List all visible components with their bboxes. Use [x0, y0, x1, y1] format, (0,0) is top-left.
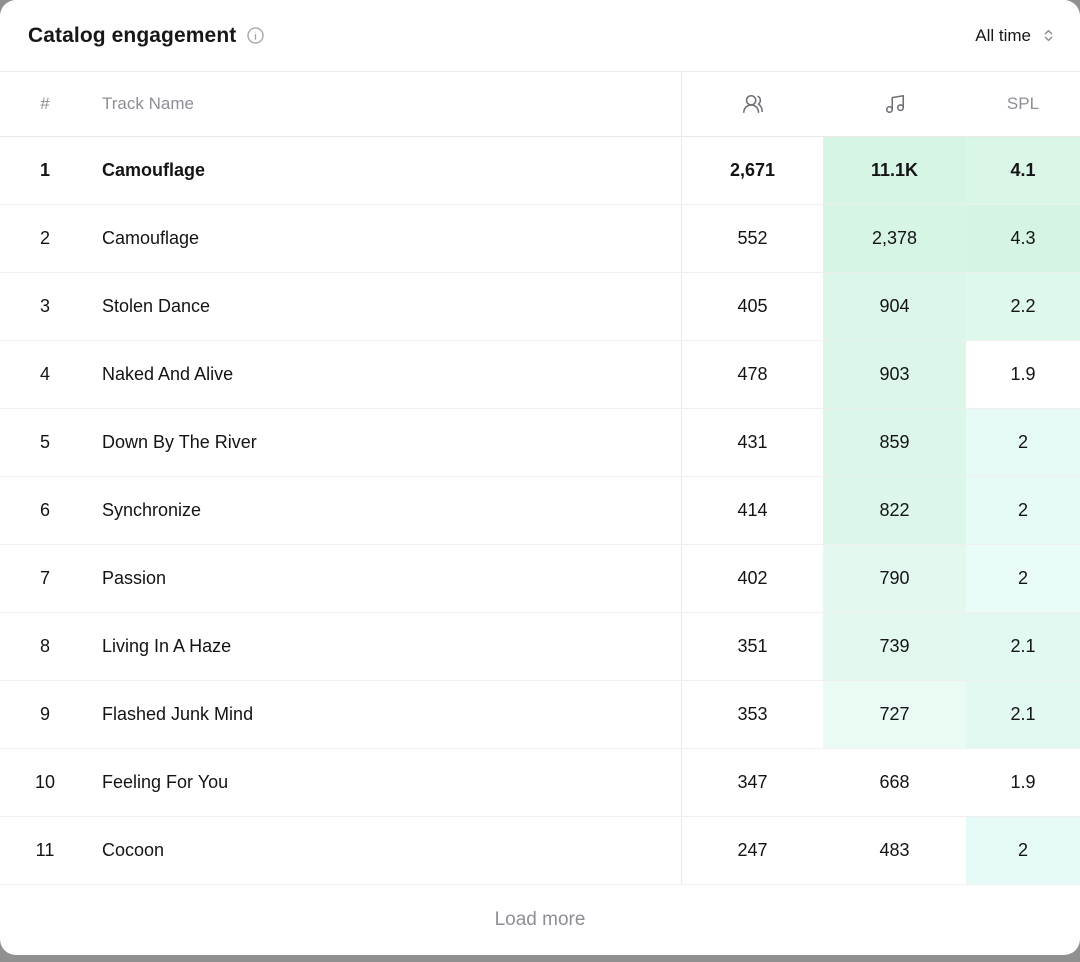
rank-cell: 6 [39, 500, 50, 520]
track-name-cell: Feeling For You [90, 749, 682, 816]
streams-cell: 859 [823, 409, 966, 476]
track-name-cell: Flashed Junk Mind [90, 681, 682, 748]
info-icon[interactable] [246, 26, 265, 45]
streams-cell: 11.1K [823, 137, 966, 204]
listeners-cell: 414 [737, 500, 768, 520]
listeners-cell: 2,671 [729, 160, 776, 180]
track-name-cell: Down By The River [90, 409, 682, 476]
load-more-button[interactable]: Load more [494, 908, 586, 930]
streams-cell: 483 [879, 840, 910, 860]
listeners-cell: 431 [737, 432, 768, 452]
rank-cell: 10 [34, 772, 56, 792]
column-header-spl: SPL [1006, 94, 1040, 113]
track-name-cell: Passion [90, 545, 682, 612]
rank-cell: 9 [39, 704, 50, 724]
column-header-track-name: Track Name [90, 72, 682, 136]
rank-cell: 4 [39, 364, 50, 384]
time-range-value: All time [975, 25, 1031, 45]
users-icon [742, 93, 764, 115]
music-note-icon [884, 93, 906, 115]
rank-cell: 1 [39, 160, 50, 180]
listeners-cell: 405 [737, 296, 768, 316]
table-footer: Load more [0, 885, 1080, 954]
rank-cell: 3 [39, 296, 50, 316]
rank-cell: 2 [39, 228, 50, 248]
streams-cell: 727 [823, 681, 966, 748]
listeners-cell: 347 [737, 772, 768, 792]
rank-cell: 5 [39, 432, 50, 452]
spl-cell: 2 [966, 409, 1080, 476]
track-name-cell: Camouflage [90, 137, 682, 204]
rank-cell: 11 [35, 840, 55, 860]
table-header-row: # Track Name SPL [0, 72, 1080, 137]
listeners-cell: 353 [737, 704, 768, 724]
table-row[interactable]: 4 Naked And Alive 478 903 1.9 [0, 341, 1080, 409]
listeners-cell: 478 [737, 364, 768, 384]
page-title: Catalog engagement [28, 23, 237, 47]
track-name-cell: Camouflage [90, 205, 682, 272]
spl-cell: 2 [966, 817, 1080, 884]
table-row[interactable]: 1 Camouflage 2,671 11.1K 4.1 [0, 137, 1080, 205]
track-name-cell: Naked And Alive [90, 341, 682, 408]
streams-cell: 822 [823, 477, 966, 544]
table-row[interactable]: 9 Flashed Junk Mind 353 727 2.1 [0, 681, 1080, 749]
track-name-cell: Stolen Dance [90, 273, 682, 340]
streams-cell: 668 [879, 772, 910, 792]
spl-cell: 4.1 [966, 137, 1080, 204]
table-body: 1 Camouflage 2,671 11.1K 4.1 2 Camouflag… [0, 137, 1080, 885]
spl-cell: 1.9 [1010, 364, 1036, 384]
time-range-select[interactable]: All time [975, 26, 1056, 46]
listeners-cell: 351 [737, 636, 768, 656]
column-header-rank: # [40, 94, 50, 113]
spl-cell: 4.3 [966, 205, 1080, 272]
listeners-cell: 247 [737, 840, 768, 860]
spl-cell: 2.1 [966, 681, 1080, 748]
spl-cell: 2.1 [966, 613, 1080, 680]
table-row[interactable]: 8 Living In A Haze 351 739 2.1 [0, 613, 1080, 681]
table-row[interactable]: 3 Stolen Dance 405 904 2.2 [0, 273, 1080, 341]
chevron-up-down-icon [1041, 28, 1056, 43]
track-name-cell: Cocoon [90, 817, 682, 884]
table-row[interactable]: 6 Synchronize 414 822 2 [0, 477, 1080, 545]
spl-cell: 1.9 [1010, 772, 1036, 792]
spl-cell: 2 [966, 477, 1080, 544]
spl-cell: 2.2 [966, 273, 1080, 340]
streams-cell: 739 [823, 613, 966, 680]
table-row[interactable]: 2 Camouflage 552 2,378 4.3 [0, 205, 1080, 273]
streams-cell: 904 [823, 273, 966, 340]
rank-cell: 7 [39, 568, 50, 588]
table-row[interactable]: 5 Down By The River 431 859 2 [0, 409, 1080, 477]
track-name-cell: Living In A Haze [90, 613, 682, 680]
listeners-cell: 552 [737, 228, 768, 248]
listeners-cell: 402 [737, 568, 768, 588]
streams-cell: 790 [823, 545, 966, 612]
rank-cell: 8 [39, 636, 50, 656]
streams-cell: 903 [823, 341, 966, 408]
card-header: Catalog engagement All time [0, 0, 1080, 72]
track-name-cell: Synchronize [90, 477, 682, 544]
streams-cell: 2,378 [823, 205, 966, 272]
column-header-listeners [682, 72, 823, 136]
table-row[interactable]: 11 Cocoon 247 483 2 [0, 817, 1080, 885]
table-row[interactable]: 10 Feeling For You 347 668 1.9 [0, 749, 1080, 817]
column-header-streams [823, 72, 966, 136]
table-row[interactable]: 7 Passion 402 790 2 [0, 545, 1080, 613]
spl-cell: 2 [966, 545, 1080, 612]
